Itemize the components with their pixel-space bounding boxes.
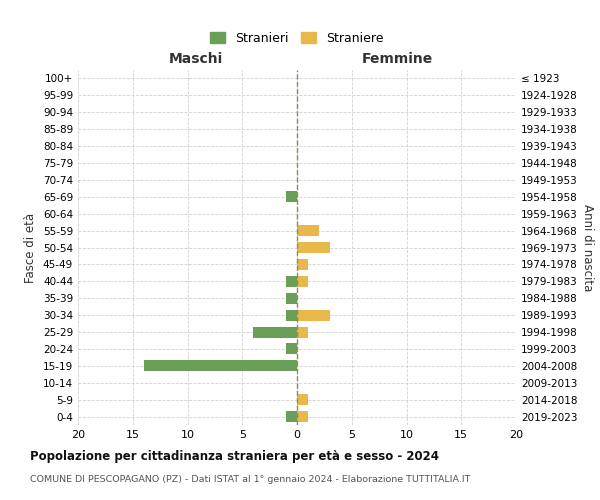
Bar <box>297 326 308 338</box>
Bar <box>297 225 319 236</box>
Y-axis label: Anni di nascita: Anni di nascita <box>581 204 594 291</box>
Bar <box>297 310 330 320</box>
Bar <box>297 411 308 422</box>
Bar <box>286 276 297 287</box>
Bar <box>286 411 297 422</box>
Bar <box>297 394 308 405</box>
Text: COMUNE DI PESCOPAGANO (PZ) - Dati ISTAT al 1° gennaio 2024 - Elaborazione TUTTIT: COMUNE DI PESCOPAGANO (PZ) - Dati ISTAT … <box>30 475 470 484</box>
Y-axis label: Fasce di età: Fasce di età <box>25 212 37 282</box>
Text: Popolazione per cittadinanza straniera per età e sesso - 2024: Popolazione per cittadinanza straniera p… <box>30 450 439 463</box>
Bar <box>297 276 308 287</box>
Text: Maschi: Maschi <box>169 52 223 66</box>
Bar <box>297 242 330 253</box>
Bar <box>286 344 297 354</box>
Bar <box>286 292 297 304</box>
Bar <box>144 360 297 372</box>
Bar <box>286 310 297 320</box>
Text: Femmine: Femmine <box>362 52 433 66</box>
Bar <box>286 192 297 202</box>
Legend: Stranieri, Straniere: Stranieri, Straniere <box>205 26 389 50</box>
Bar <box>297 259 308 270</box>
Bar <box>253 326 297 338</box>
